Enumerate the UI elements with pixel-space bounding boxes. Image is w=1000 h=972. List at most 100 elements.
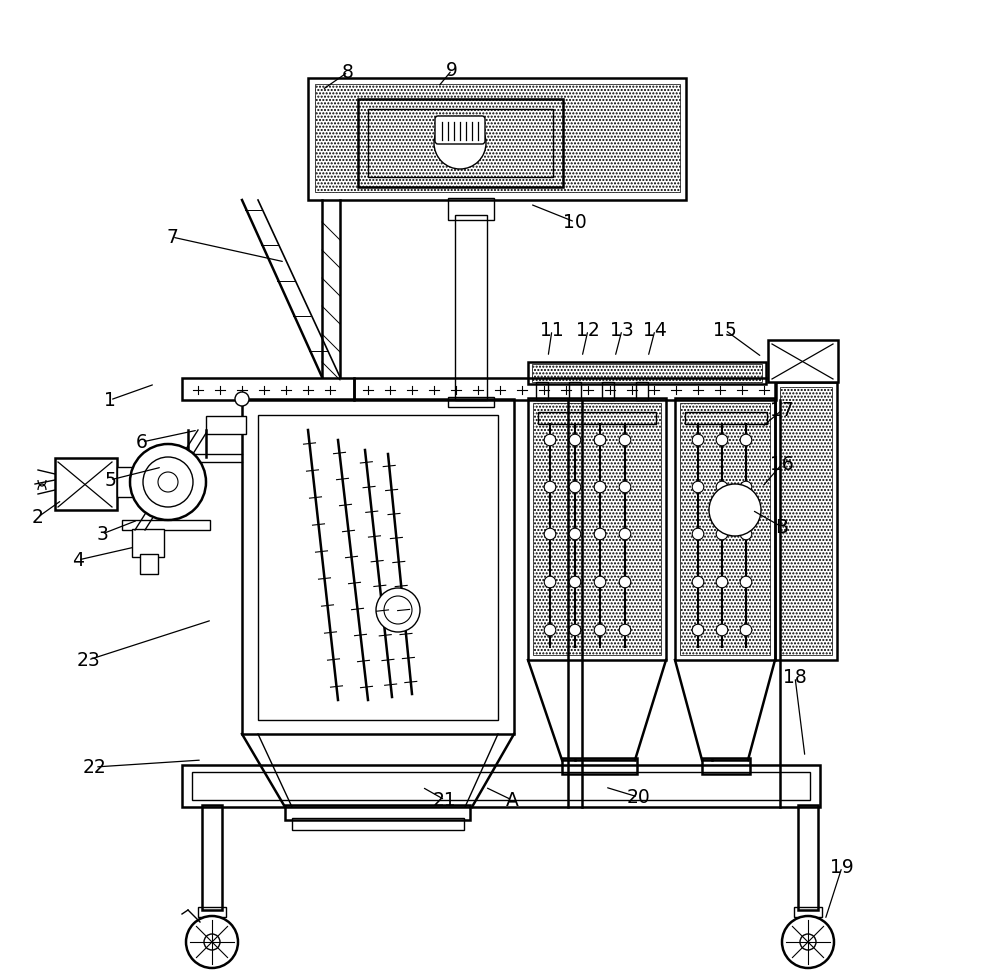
Text: 11: 11: [540, 321, 564, 339]
Circle shape: [569, 624, 581, 636]
Text: 8: 8: [342, 62, 354, 82]
Text: 21: 21: [433, 790, 457, 810]
Text: 19: 19: [830, 857, 854, 877]
Text: 14: 14: [643, 321, 667, 339]
Bar: [122, 520, 210, 530]
Bar: [192, 772, 810, 800]
Bar: [538, 412, 656, 424]
Circle shape: [716, 528, 728, 539]
Circle shape: [619, 576, 631, 588]
Circle shape: [740, 576, 752, 588]
Text: A: A: [506, 790, 518, 810]
Circle shape: [800, 934, 816, 950]
Circle shape: [692, 576, 704, 588]
Bar: [602, 382, 614, 400]
Circle shape: [619, 481, 631, 493]
Bar: [368, 109, 553, 177]
Circle shape: [619, 624, 631, 636]
Bar: [533, 403, 661, 655]
Circle shape: [740, 434, 752, 446]
Bar: [308, 78, 686, 200]
Circle shape: [594, 528, 606, 539]
Circle shape: [782, 916, 834, 968]
Circle shape: [544, 624, 556, 636]
Bar: [569, 382, 581, 400]
Text: 20: 20: [626, 787, 650, 807]
Bar: [182, 765, 820, 807]
Circle shape: [594, 576, 606, 588]
Bar: [455, 215, 487, 400]
Circle shape: [594, 624, 606, 636]
Bar: [768, 340, 838, 382]
Circle shape: [692, 481, 704, 493]
Text: 4: 4: [72, 550, 84, 570]
Text: 5: 5: [104, 470, 116, 490]
Bar: [358, 99, 563, 187]
Circle shape: [594, 481, 606, 493]
Bar: [242, 399, 514, 734]
Bar: [636, 382, 648, 400]
Bar: [140, 554, 158, 574]
Circle shape: [544, 434, 556, 446]
Circle shape: [716, 434, 728, 446]
Circle shape: [692, 624, 704, 636]
Text: 2: 2: [32, 507, 44, 527]
Bar: [798, 805, 818, 910]
Circle shape: [716, 624, 728, 636]
Bar: [292, 818, 464, 830]
Text: 6: 6: [136, 433, 148, 452]
Text: 1: 1: [104, 391, 116, 409]
Bar: [528, 398, 666, 660]
Bar: [315, 84, 680, 192]
Text: 22: 22: [83, 757, 107, 777]
Bar: [680, 403, 770, 655]
Bar: [132, 529, 164, 557]
Circle shape: [594, 434, 606, 446]
Text: 9: 9: [446, 60, 458, 80]
Circle shape: [709, 484, 761, 536]
Circle shape: [569, 434, 581, 446]
Bar: [794, 907, 822, 917]
FancyBboxPatch shape: [435, 116, 485, 144]
Bar: [536, 382, 548, 400]
Bar: [198, 907, 226, 917]
Bar: [685, 412, 767, 424]
Bar: [258, 415, 498, 720]
Bar: [202, 805, 222, 910]
Bar: [702, 758, 750, 774]
Text: 13: 13: [610, 321, 634, 339]
Bar: [117, 467, 139, 497]
Text: 7: 7: [166, 227, 178, 247]
Circle shape: [544, 528, 556, 539]
Circle shape: [544, 576, 556, 588]
Circle shape: [740, 624, 752, 636]
Circle shape: [434, 117, 486, 169]
Bar: [775, 382, 837, 660]
Bar: [532, 364, 762, 382]
Circle shape: [740, 528, 752, 539]
Text: 23: 23: [76, 650, 100, 670]
Circle shape: [130, 444, 206, 520]
Bar: [354, 378, 776, 400]
Circle shape: [619, 434, 631, 446]
Text: 18: 18: [783, 668, 807, 686]
Bar: [780, 387, 832, 655]
Text: 10: 10: [563, 213, 587, 231]
Bar: [285, 805, 470, 820]
Bar: [182, 378, 354, 400]
Text: 3: 3: [96, 525, 108, 543]
Circle shape: [235, 392, 249, 406]
Text: 12: 12: [576, 321, 600, 339]
Circle shape: [716, 481, 728, 493]
Circle shape: [716, 576, 728, 588]
Circle shape: [692, 434, 704, 446]
Text: 17: 17: [770, 400, 794, 420]
Circle shape: [544, 481, 556, 493]
Bar: [448, 397, 494, 407]
Bar: [448, 198, 494, 220]
Bar: [562, 758, 637, 774]
Text: 16: 16: [770, 455, 794, 473]
Bar: [55, 458, 117, 510]
Circle shape: [204, 934, 220, 950]
Circle shape: [692, 528, 704, 539]
